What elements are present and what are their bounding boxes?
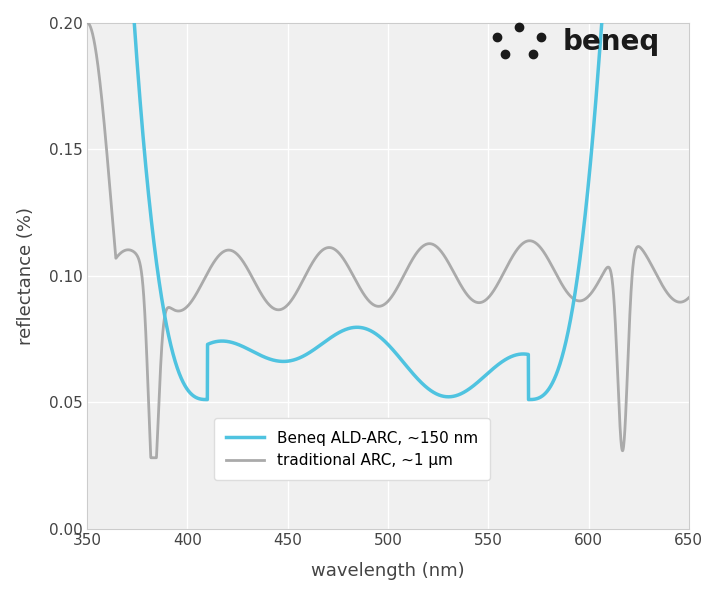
Text: beneq: beneq — [563, 28, 660, 56]
X-axis label: wavelength (nm): wavelength (nm) — [311, 562, 465, 580]
Y-axis label: reflectance (%): reflectance (%) — [17, 207, 35, 344]
Legend: Beneq ALD-ARC, ~150 nm, traditional ARC, ~1 μm: Beneq ALD-ARC, ~150 nm, traditional ARC,… — [214, 418, 490, 481]
